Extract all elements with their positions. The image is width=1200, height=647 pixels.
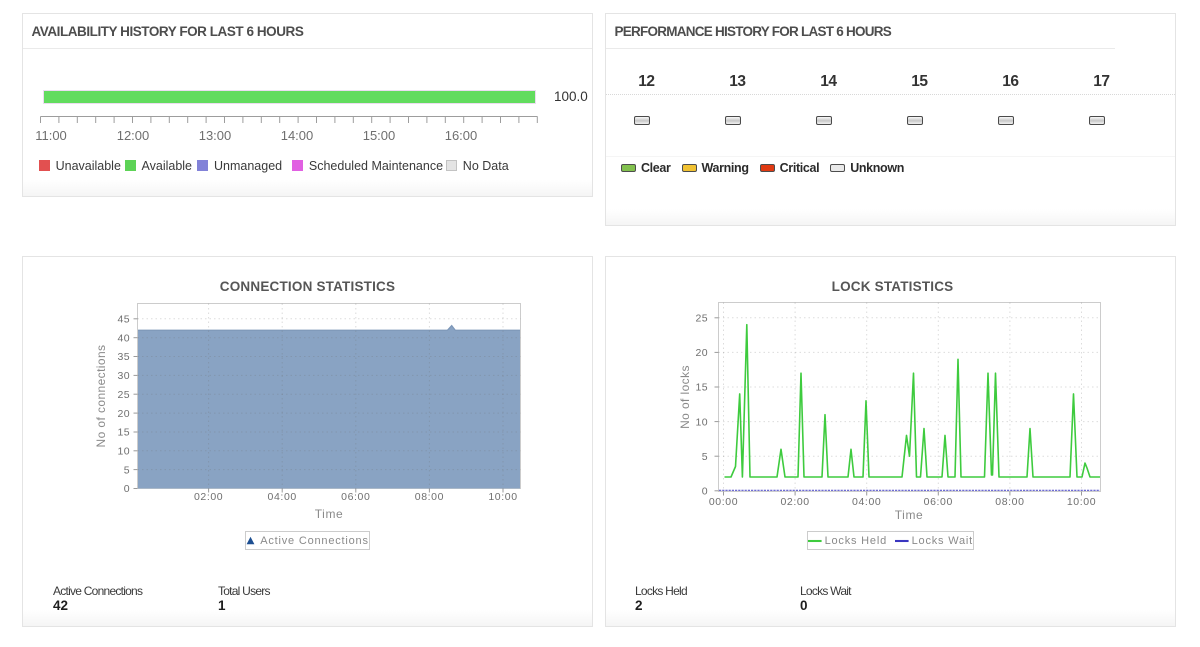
svg-text:30: 30 — [118, 370, 130, 382]
svg-text:08:00: 08:00 — [995, 496, 1024, 508]
svg-text:00:00: 00:00 — [709, 496, 738, 508]
svg-text:04:00: 04:00 — [852, 496, 881, 508]
svg-text:35: 35 — [118, 351, 130, 363]
svg-text:02:00: 02:00 — [194, 491, 223, 503]
svg-text:20: 20 — [118, 408, 130, 420]
svg-text:25: 25 — [696, 313, 708, 325]
svg-text:10:00: 10:00 — [488, 491, 517, 503]
svg-text:40: 40 — [118, 332, 130, 344]
svg-text:15: 15 — [118, 427, 130, 439]
svg-text:0: 0 — [702, 486, 708, 498]
svg-text:04:00: 04:00 — [268, 491, 297, 503]
svg-text:Time: Time — [895, 508, 924, 522]
svg-text:15: 15 — [696, 382, 708, 394]
svg-text:10: 10 — [118, 446, 130, 458]
svg-text:No of locks: No of locks — [678, 365, 692, 429]
svg-text:08:00: 08:00 — [415, 491, 444, 503]
svg-text:45: 45 — [118, 314, 130, 326]
svg-text:20: 20 — [696, 347, 708, 359]
svg-text:25: 25 — [118, 389, 130, 401]
svg-text:10:00: 10:00 — [1067, 496, 1096, 508]
svg-text:Time: Time — [315, 507, 344, 521]
svg-text:0: 0 — [124, 483, 130, 495]
svg-text:5: 5 — [124, 464, 130, 476]
svg-text:02:00: 02:00 — [780, 496, 809, 508]
svg-text:06:00: 06:00 — [924, 496, 953, 508]
svg-text:06:00: 06:00 — [341, 491, 370, 503]
svg-text:No of connections: No of connections — [94, 345, 108, 448]
svg-text:5: 5 — [702, 451, 708, 463]
svg-text:10: 10 — [696, 416, 708, 428]
